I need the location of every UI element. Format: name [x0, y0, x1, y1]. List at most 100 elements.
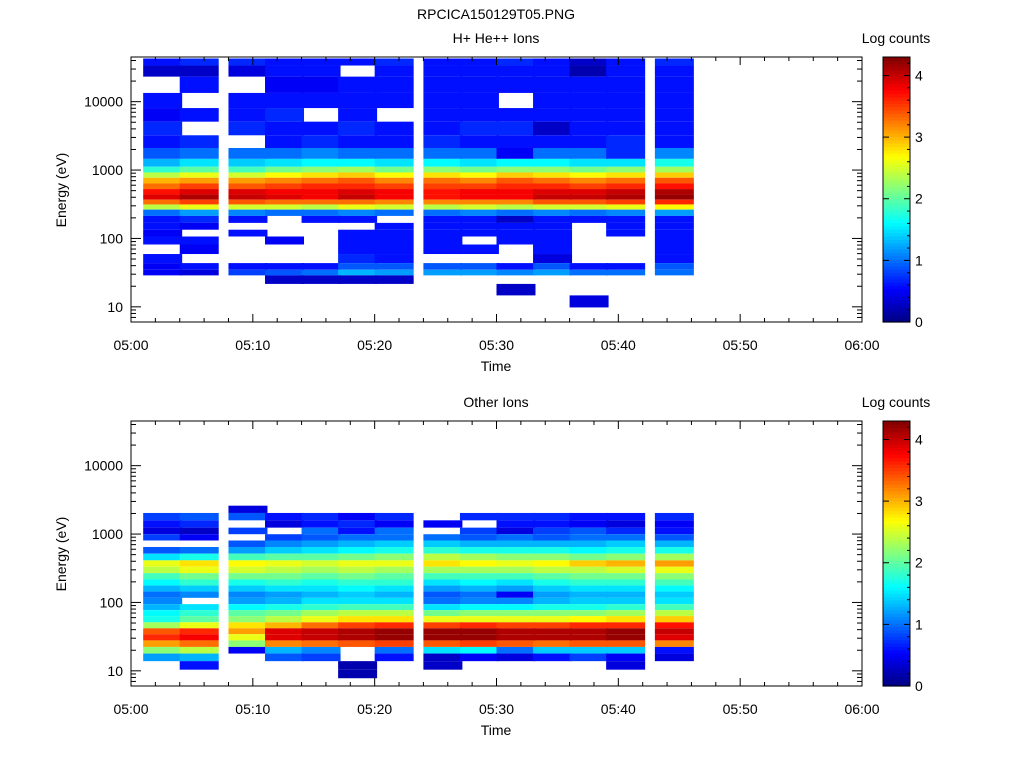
- heatmap-cell: [533, 591, 573, 598]
- heatmap-cell: [179, 520, 219, 528]
- colorbar-segment: [883, 133, 910, 138]
- heatmap-cell: [569, 295, 609, 308]
- heatmap-cell: [496, 58, 536, 66]
- colorbar-segment: [883, 447, 910, 452]
- heatmap-cell: [374, 222, 414, 230]
- colorbar-segment: [883, 527, 910, 531]
- heatmap-cell: [143, 573, 183, 580]
- colorbar-tick-label: 1: [915, 252, 923, 268]
- heatmap-cell: [338, 512, 378, 521]
- heatmap-cell: [179, 76, 219, 93]
- colorbar-segment: [883, 427, 910, 432]
- x-tick-label: 05:30: [479, 701, 514, 717]
- heatmap-cell: [265, 653, 305, 662]
- heatmap-cell: [569, 634, 609, 641]
- heatmap-cell: [496, 189, 536, 195]
- heatmap-cell: [569, 209, 609, 216]
- heatmap-cell: [423, 622, 463, 629]
- heatmap-cell: [606, 661, 646, 670]
- heatmap-cell: [301, 597, 341, 605]
- heatmap-cell: [496, 534, 536, 541]
- heatmap-cell: [179, 166, 219, 173]
- heatmap-cell: [228, 622, 268, 629]
- heatmap-cell: [569, 646, 609, 654]
- heatmap-cell: [459, 215, 499, 223]
- colorbar-tick-label: 4: [915, 67, 923, 83]
- heatmap-cell: [301, 604, 341, 611]
- heatmap-cell: [423, 269, 463, 276]
- heatmap-cell: [228, 194, 268, 200]
- heatmap-cell: [423, 553, 463, 561]
- heatmap-cell: [459, 553, 499, 561]
- heatmap-cell: [143, 566, 183, 574]
- colorbar-segment: [883, 656, 910, 661]
- heatmap-cell: [338, 58, 378, 66]
- colorbar: 0 1 2 3 4: [882, 420, 923, 694]
- heatmap-cell: [338, 628, 378, 635]
- heatmap-cell: [374, 646, 414, 654]
- colorbar-segment: [883, 182, 910, 187]
- heatmap-cell: [265, 172, 305, 178]
- heatmap-cell: [301, 646, 341, 654]
- heatmap-cell: [338, 622, 378, 629]
- heatmap-cell: [179, 158, 219, 167]
- heatmap-cell: [301, 194, 341, 200]
- heatmap-cell: [606, 172, 646, 178]
- colorbar-segment: [883, 176, 910, 181]
- heatmap-cell: [423, 209, 463, 216]
- heatmap-cell: [143, 585, 183, 592]
- heatmap-cell: [374, 229, 414, 237]
- heatmap-cell: [228, 199, 268, 205]
- heatmap-cell: [496, 604, 536, 611]
- heatmap-cell: [459, 622, 499, 629]
- heatmap-cell: [338, 215, 378, 223]
- heatmap-cell: [606, 158, 646, 167]
- heatmap-cell: [569, 622, 609, 629]
- heatmap-cell: [496, 512, 536, 521]
- heatmap-cell: [533, 646, 573, 654]
- heatmap-cell: [459, 616, 499, 623]
- heatmap-cell: [179, 194, 219, 200]
- heatmap-cell: [423, 640, 463, 647]
- heatmap-cell: [606, 534, 646, 541]
- heatmap-cell: [179, 628, 219, 635]
- colorbar-segment: [883, 186, 910, 191]
- heatmap-cell: [265, 640, 305, 647]
- heatmap-cell: [606, 263, 646, 270]
- colorbar-segment: [883, 540, 910, 545]
- colorbar-segment: [883, 275, 910, 280]
- heatmap-cell: [301, 566, 341, 574]
- heatmap-cell: [423, 172, 463, 178]
- heatmap-cell: [654, 547, 694, 554]
- heatmap-cell: [374, 158, 414, 167]
- heatmap-cell: [374, 560, 414, 567]
- heatmap-cell: [496, 158, 536, 167]
- heatmap-cell: [606, 222, 646, 230]
- heatmap-cell: [496, 610, 536, 617]
- colorbar-segment: [883, 315, 910, 320]
- heatmap-cell: [179, 622, 219, 629]
- heatmap-cell: [423, 158, 463, 167]
- heatmap-cell: [179, 183, 219, 190]
- colorbar-segment: [883, 192, 910, 197]
- heatmap-cell: [606, 579, 646, 586]
- heatmap-cell: [606, 553, 646, 561]
- heatmap-cell: [459, 597, 499, 605]
- heatmap-cell: [301, 183, 341, 190]
- heatmap-cell: [496, 222, 536, 230]
- heatmap-cell: [265, 579, 305, 586]
- heatmap-cell: [533, 158, 573, 167]
- colorbar-segment: [883, 209, 910, 214]
- heatmap-cell: [374, 585, 414, 592]
- heatmap-cell: [228, 566, 268, 574]
- colorbar-segment: [883, 596, 910, 601]
- heatmap-cell: [533, 653, 573, 662]
- heatmap-cell: [338, 76, 378, 93]
- heatmap-cell: [179, 177, 219, 184]
- heatmap-cell: [423, 560, 463, 567]
- heatmap-cell: [338, 199, 378, 205]
- heatmap-cell: [338, 597, 378, 605]
- colorbar-segment: [883, 563, 910, 568]
- heatmap-cell: [459, 189, 499, 195]
- colorbar-segment: [883, 490, 910, 495]
